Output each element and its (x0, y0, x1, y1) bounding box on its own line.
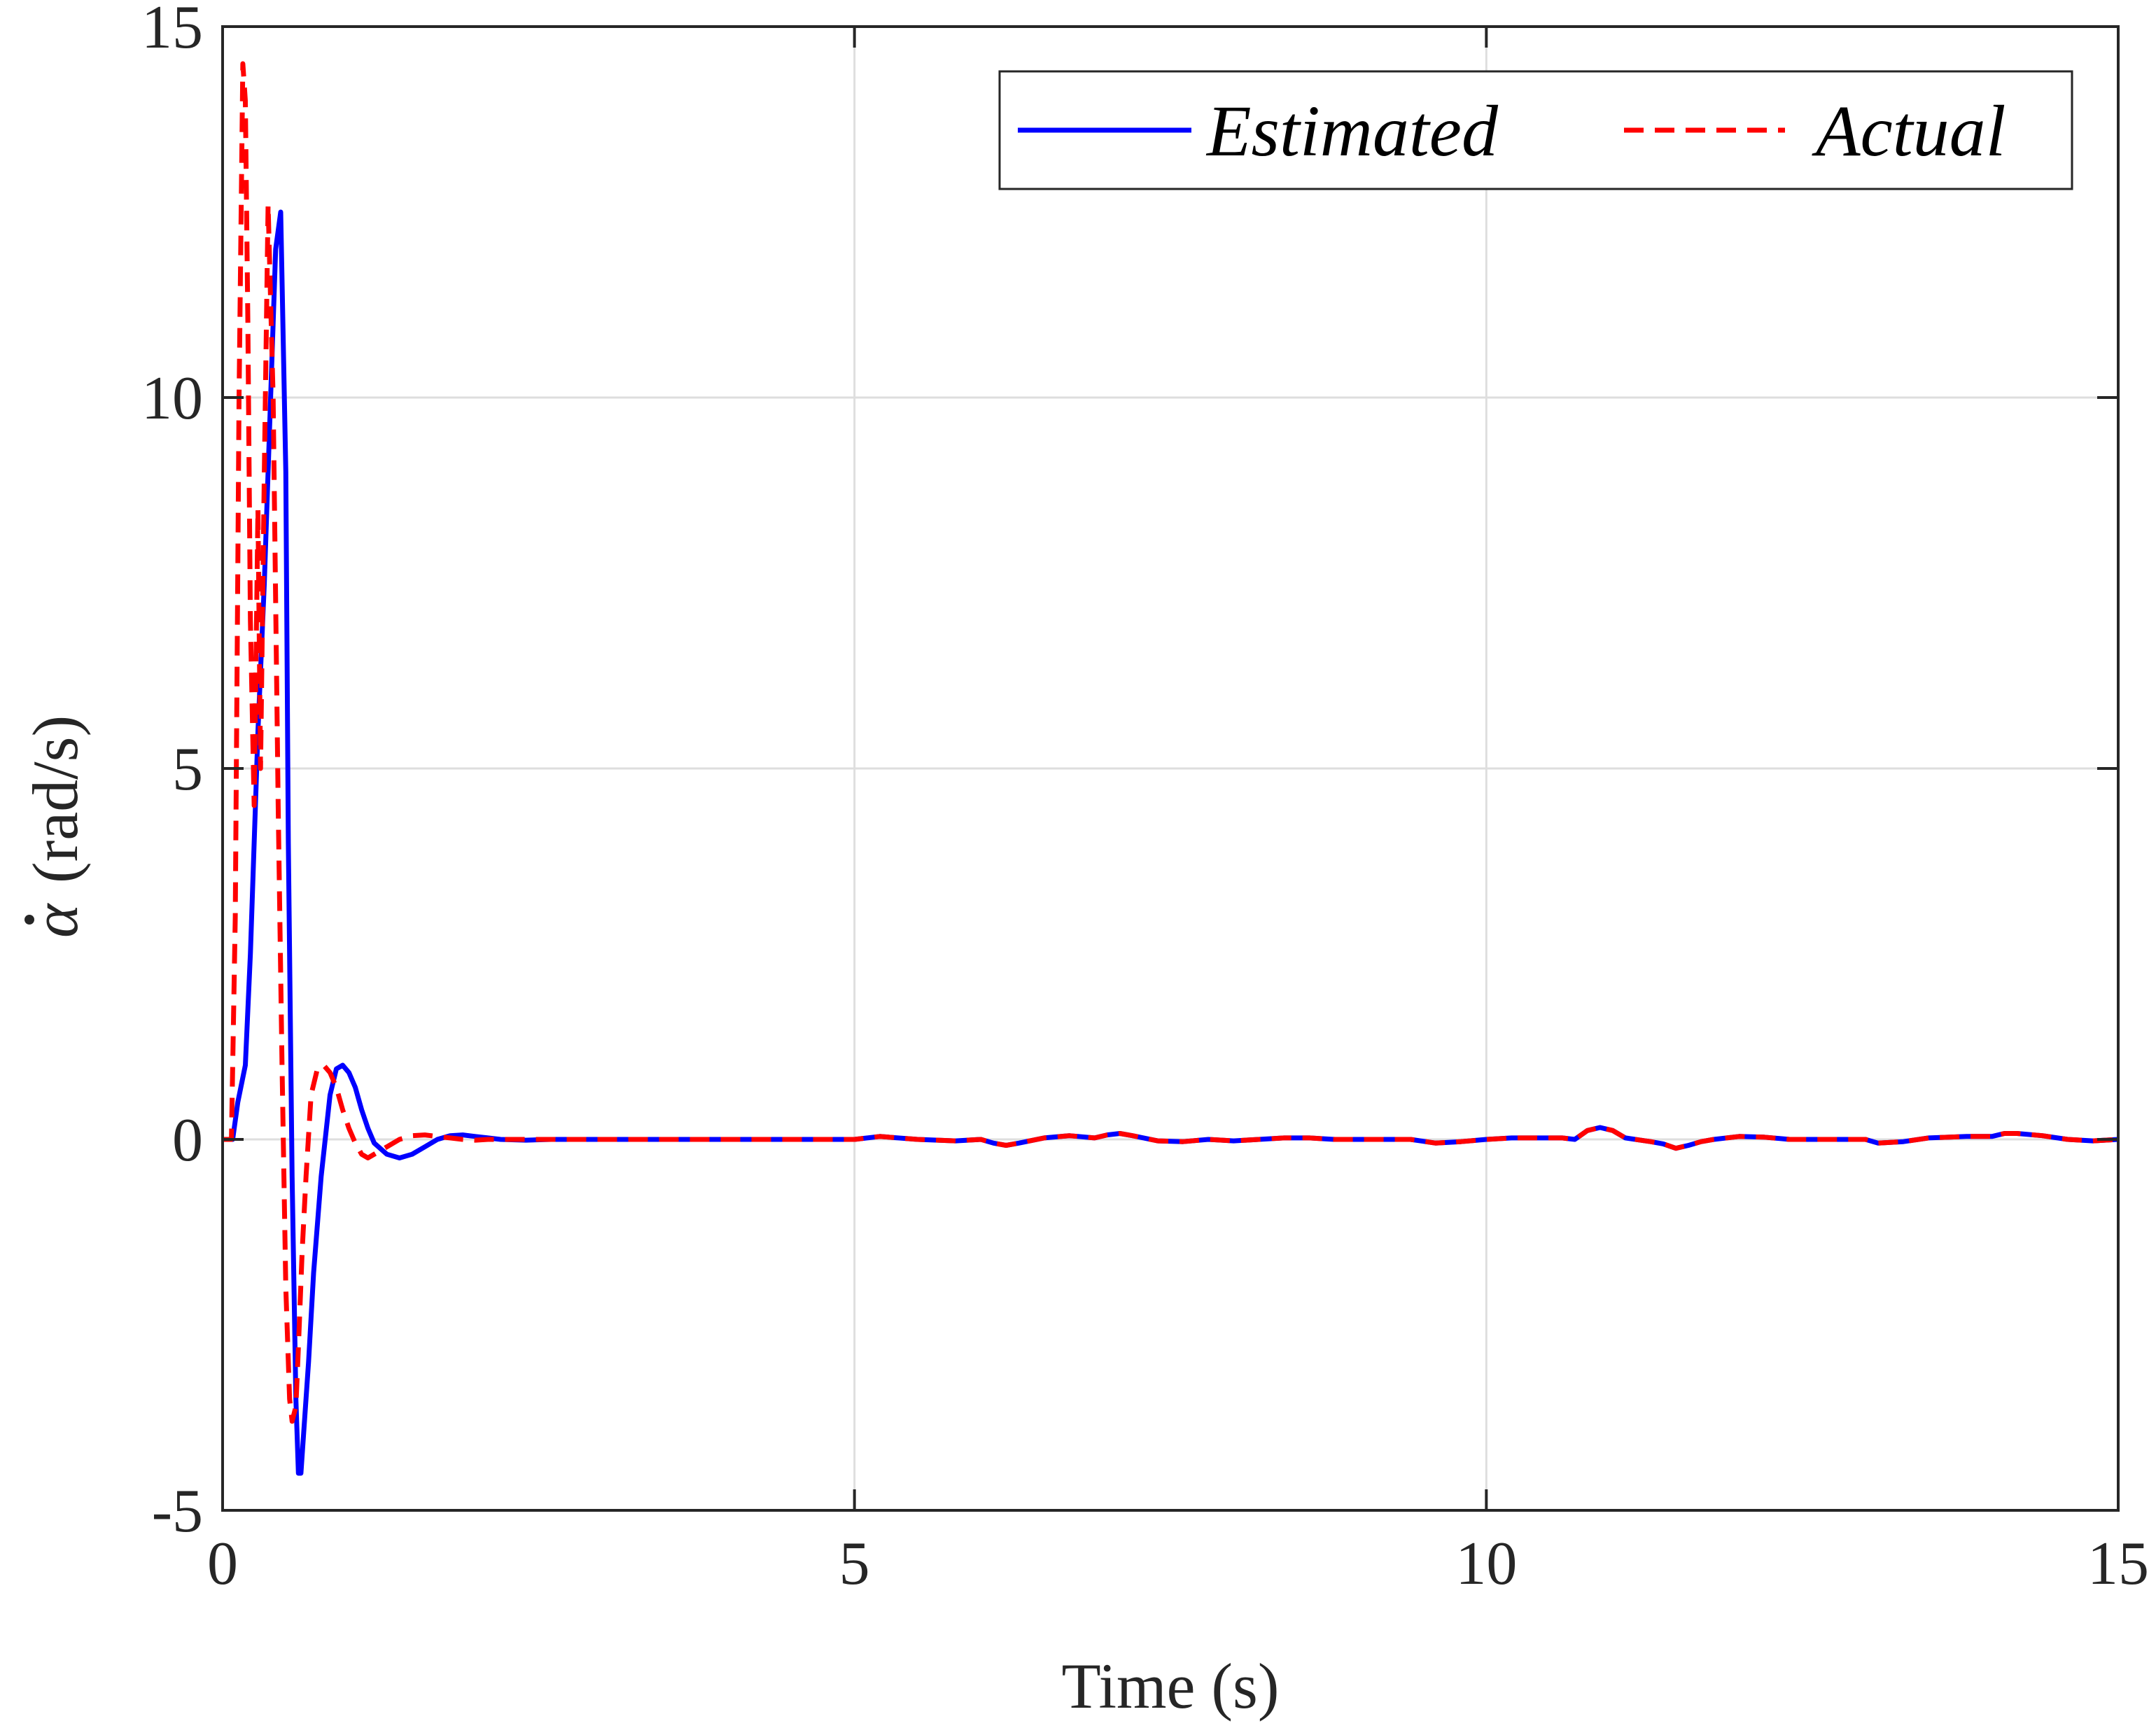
y-tick-label-2: 5 (172, 736, 203, 803)
legend-label-actual: Actual (1812, 91, 2005, 171)
x-tick-label-1: 5 (839, 1530, 870, 1598)
series-line-actual (223, 61, 2119, 1424)
y-tick-label-0: -5 (152, 1477, 203, 1545)
x-tick-label-2: 10 (1455, 1530, 1517, 1598)
legend: Estimated Actual (998, 70, 2073, 190)
tick-marks (221, 25, 2120, 1512)
x-tick-label-3: 15 (2087, 1530, 2149, 1598)
y-axis-label-unit: (rad/s) (20, 715, 91, 883)
x-tick-label-0: 0 (207, 1530, 238, 1598)
series-layer (223, 61, 2119, 1476)
x-axis-label: Time (s) (1062, 1650, 1280, 1722)
y-tick-label-3: 10 (141, 365, 203, 433)
y-axis-label-dot (24, 915, 34, 925)
y-tick-label-4: 15 (141, 0, 203, 62)
legend-label-estimated: Estimated (1205, 91, 1499, 171)
y-axis-label: α (rad/s) (20, 715, 91, 938)
y-tick-label-1: 0 (172, 1107, 203, 1174)
